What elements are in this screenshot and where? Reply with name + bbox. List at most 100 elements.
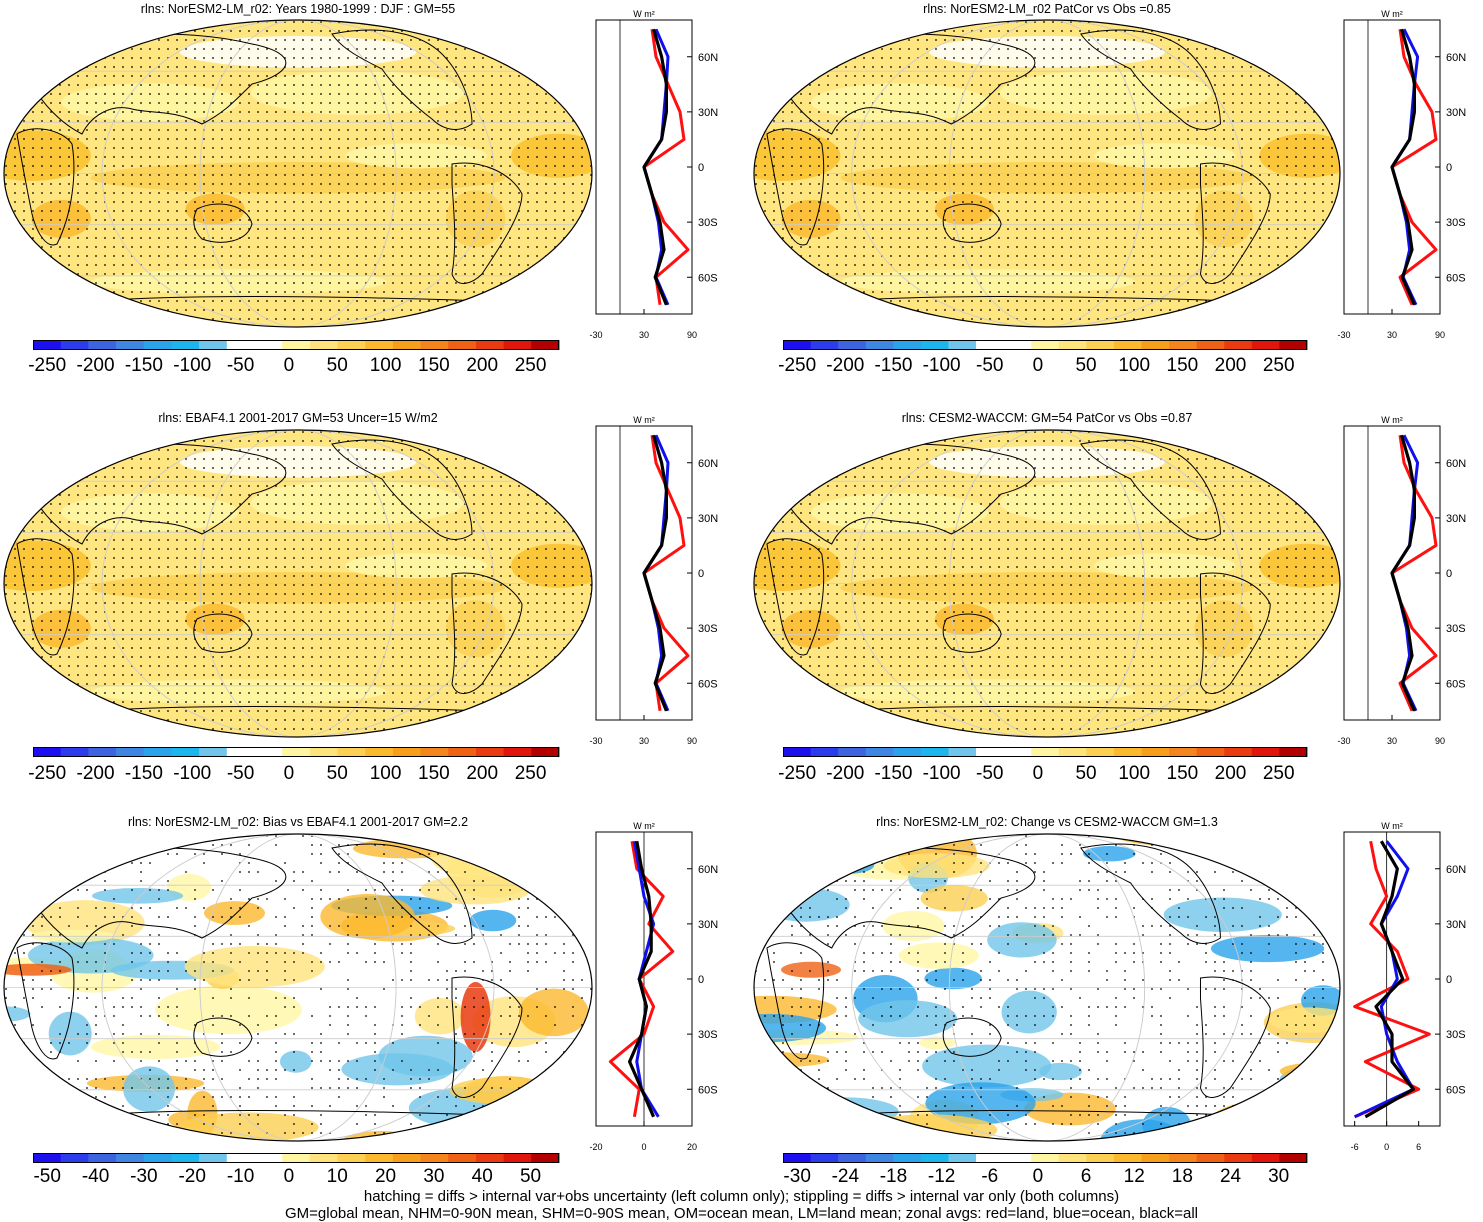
stipple-dot <box>41 273 43 275</box>
stipple-dot <box>50 318 52 320</box>
stipple-dot <box>1331 156 1333 158</box>
stipple-dot <box>782 228 784 230</box>
stipple-dot <box>899 84 901 86</box>
stipple-dot <box>935 183 937 185</box>
stipple-dot <box>1016 120 1018 122</box>
stipple-dot <box>1331 219 1333 221</box>
stipple-dot <box>980 120 982 122</box>
stipple-dot <box>401 273 403 275</box>
stipple-dot <box>77 440 79 442</box>
stipple-dot <box>1061 147 1063 149</box>
stipple-dot <box>149 264 151 266</box>
stipple-dot <box>536 183 538 185</box>
stipple-dot <box>113 165 115 167</box>
stipple-dot <box>782 327 784 329</box>
stipple-dot <box>1241 309 1243 311</box>
stipple-dot <box>158 174 160 176</box>
stipple-dot <box>212 39 214 41</box>
stipple-dot <box>32 129 34 131</box>
stipple-dot <box>266 201 268 203</box>
stipple-dot <box>284 39 286 41</box>
stipple-dot <box>980 66 982 68</box>
stipple-dot <box>1286 246 1288 248</box>
stipple-dot <box>266 165 268 167</box>
stipple-dot <box>854 138 856 140</box>
stipple-dot <box>926 102 928 104</box>
stipple-dot <box>989 255 991 257</box>
stipple-dot <box>581 84 583 86</box>
stipple-dot <box>1223 66 1225 68</box>
stipple-dot <box>311 183 313 185</box>
stipple-dot <box>1115 255 1117 257</box>
stipple-dot <box>266 255 268 257</box>
stipple-dot <box>1241 138 1243 140</box>
stipple-dot <box>338 300 340 302</box>
stipple-dot <box>158 255 160 257</box>
stipple-dot <box>320 129 322 131</box>
stipple-dot <box>428 129 430 131</box>
stipple-dot <box>374 449 376 451</box>
stipple-dot <box>1133 174 1135 176</box>
stipple-dot <box>464 57 466 59</box>
stipple-dot <box>1241 327 1243 329</box>
stipple-dot <box>581 201 583 203</box>
stipple-dot <box>1196 291 1198 293</box>
stipple-dot <box>1061 273 1063 275</box>
stipple-dot <box>845 174 847 176</box>
stipple-dot <box>536 327 538 329</box>
stipple-dot <box>23 237 25 239</box>
stipple-dot <box>428 30 430 32</box>
stipple-dot <box>356 219 358 221</box>
stipple-dot <box>1250 201 1252 203</box>
stipple-dot <box>809 57 811 59</box>
stipple-dot <box>257 66 259 68</box>
stipple-dot <box>383 165 385 167</box>
stipple-dot <box>899 300 901 302</box>
stipple-dot <box>176 48 178 50</box>
stipple-dot <box>1277 327 1279 329</box>
stipple-dot <box>104 327 106 329</box>
stipple-dot <box>1196 48 1198 50</box>
stipple-dot <box>1169 255 1171 257</box>
stipple-dot <box>1169 309 1171 311</box>
stipple-dot <box>401 48 403 50</box>
stipple-dot <box>818 165 820 167</box>
stipple-dot <box>482 440 484 442</box>
stipple-dot <box>140 21 142 23</box>
stipple-dot <box>347 102 349 104</box>
stipple-dot <box>500 291 502 293</box>
stipple-dot <box>338 102 340 104</box>
stipple-dot <box>890 111 892 113</box>
stipple-dot <box>23 138 25 140</box>
stipple-dot <box>50 327 52 329</box>
stipple-dot <box>293 93 295 95</box>
stipple-dot <box>854 75 856 77</box>
stipple-dot <box>1304 165 1306 167</box>
stipple-dot <box>1025 30 1027 32</box>
stipple-dot <box>149 84 151 86</box>
stipple-dot <box>1007 66 1009 68</box>
stipple-dot <box>239 449 241 451</box>
stipple-dot <box>563 21 565 23</box>
stipple-dot <box>1079 30 1081 32</box>
stipple-dot <box>1205 327 1207 329</box>
stipple-dot <box>302 246 304 248</box>
stipple-dot <box>284 228 286 230</box>
stipple-dot <box>248 183 250 185</box>
stipple-dot <box>1286 291 1288 293</box>
stipple-dot <box>86 327 88 329</box>
stipple-dot <box>944 300 946 302</box>
stipple-dot <box>545 264 547 266</box>
stipple-dot <box>1268 291 1270 293</box>
stipple-dot <box>1151 21 1153 23</box>
stipple-dot <box>266 237 268 239</box>
stipple-dot <box>536 291 538 293</box>
stipple-dot <box>1133 147 1135 149</box>
stipple-dot <box>917 147 919 149</box>
stipple-dot <box>527 156 529 158</box>
stipple-dot <box>509 48 511 50</box>
stipple-dot <box>248 255 250 257</box>
stipple-dot <box>1322 192 1324 194</box>
stipple-dot <box>293 282 295 284</box>
stipple-dot <box>365 431 367 433</box>
